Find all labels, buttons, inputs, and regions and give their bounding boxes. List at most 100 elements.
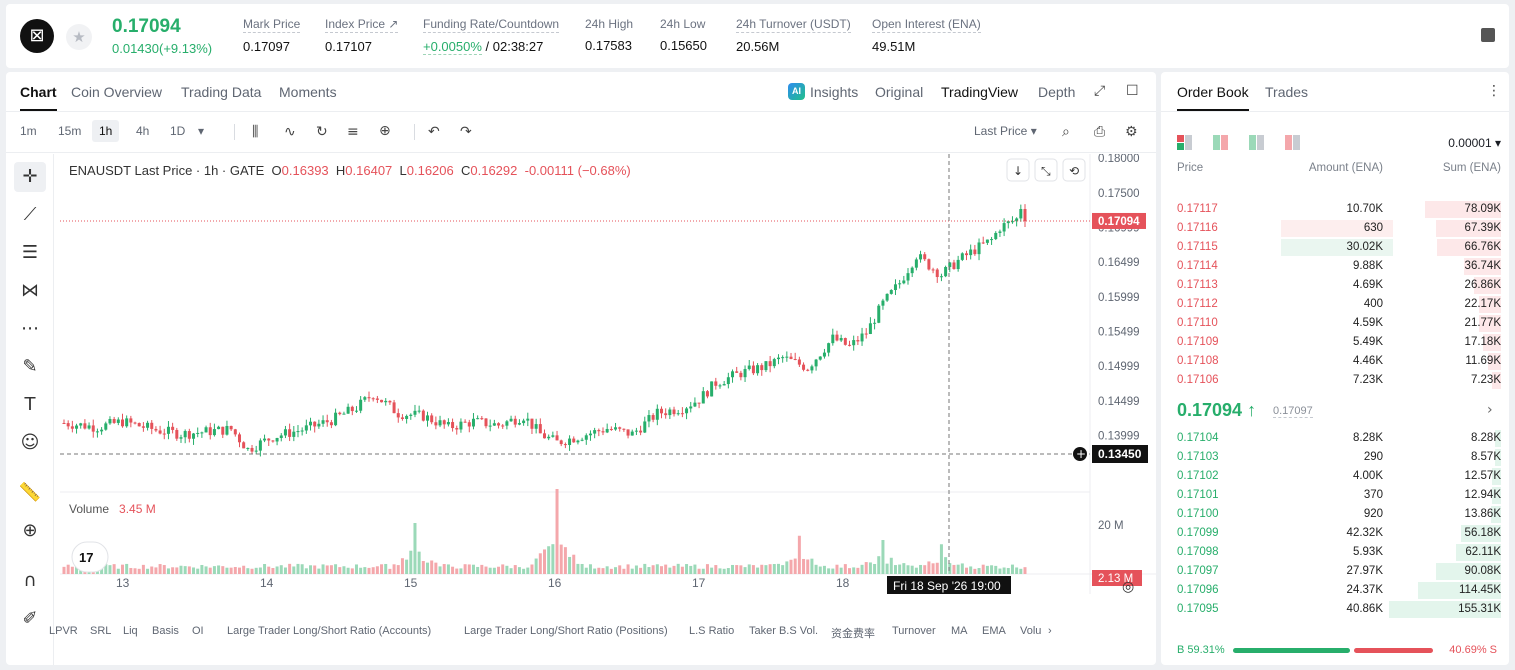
- interval-1h[interactable]: 1h: [92, 120, 120, 142]
- candle-type-icon[interactable]: ⫼: [252, 124, 259, 140]
- ask-row[interactable]: 0.17116 630 67.39K: [1161, 219, 1509, 238]
- crosshair-icon[interactable]: ✛: [14, 162, 46, 192]
- indicator-lpvr[interactable]: LPVR: [49, 625, 78, 637]
- bid-row[interactable]: 0.17095 40.86K 155.31K: [1161, 600, 1509, 619]
- brush-icon[interactable]: ✎: [22, 356, 38, 377]
- indicator-ls-positions[interactable]: Large Trader Long/Short Ratio (Positions…: [464, 625, 668, 637]
- candle-body: [392, 402, 396, 414]
- add-indicator-icon[interactable]: ⊕: [379, 123, 391, 139]
- bid-row[interactable]: 0.17100 920 13.86K: [1161, 505, 1509, 524]
- stat-24h-turnover[interactable]: 24h Turnover (USDT) 20.56M: [736, 17, 851, 54]
- stat-index-price[interactable]: Index Price ↗ 0.17107: [325, 17, 399, 54]
- indicator-taker-vol[interactable]: Taker B.S Vol.: [749, 625, 819, 637]
- candle-body: [325, 420, 329, 423]
- chevron-right-icon[interactable]: ›: [1487, 402, 1493, 418]
- indicator-turnover[interactable]: Turnover: [892, 625, 936, 637]
- bid-row[interactable]: 0.17101 370 12.94K: [1161, 486, 1509, 505]
- volume-bar: [271, 567, 275, 574]
- candle-body: [848, 344, 852, 346]
- ask-row[interactable]: 0.17109 5.49K 17.18K: [1161, 333, 1509, 352]
- view-depth[interactable]: Depth: [1038, 84, 1076, 100]
- bid-row[interactable]: 0.17097 27.97K 90.08K: [1161, 562, 1509, 581]
- expand-icon[interactable]: ⤢: [1094, 83, 1106, 99]
- horizontal-lines-icon[interactable]: ☰: [21, 242, 39, 263]
- ask-row[interactable]: 0.17113 4.69K 26.86K: [1161, 276, 1509, 295]
- candle-body: [835, 334, 839, 341]
- interval-1m[interactable]: 1m: [20, 124, 37, 138]
- interval-dropdown-icon[interactable]: ▾: [198, 124, 205, 138]
- view-tradingview[interactable]: TradingView: [941, 84, 1019, 100]
- tab-coin-overview[interactable]: Coin Overview: [71, 84, 163, 100]
- redo-icon[interactable]: ↷: [460, 124, 472, 140]
- view-insights[interactable]: Insights: [810, 84, 859, 100]
- tab-order-book[interactable]: Order Book: [1177, 84, 1249, 111]
- stat-funding-rate[interactable]: Funding Rate/Countdown +0.0050% / 02:38:…: [423, 17, 560, 55]
- ask-row[interactable]: 0.17115 30.02K 66.76K: [1161, 238, 1509, 257]
- volume-bar: [405, 559, 409, 574]
- indicator-ls-ratio[interactable]: L.S Ratio: [689, 625, 735, 637]
- indicator-basis[interactable]: Basis: [152, 625, 179, 637]
- fib-icon[interactable]: ⋯: [21, 318, 39, 339]
- stat-mark-price[interactable]: Mark Price 0.17097: [243, 17, 301, 54]
- ask-row[interactable]: 0.17108 4.46K 11.69K: [1161, 352, 1509, 371]
- indicator-liq[interactable]: Liq: [123, 625, 138, 637]
- price-type-select[interactable]: Last Price ▾: [974, 124, 1037, 138]
- stat-open-interest[interactable]: Open Interest (ENA) 49.51M: [872, 17, 981, 54]
- price-chart[interactable]: 0.180000.175000.169990.164990.159990.154…: [60, 154, 1156, 594]
- settings-gear-icon[interactable]: ⚙: [1125, 124, 1138, 140]
- indicator-funding-rate[interactable]: 资金费率: [831, 628, 875, 640]
- ask-row[interactable]: 0.17110 4.59K 21.77K: [1161, 314, 1509, 333]
- replay-icon[interactable]: ↻: [316, 124, 328, 140]
- text-icon[interactable]: T: [24, 394, 36, 415]
- search-icon[interactable]: ⌕: [1062, 124, 1070, 140]
- interval-1d[interactable]: 1D: [170, 124, 186, 138]
- bid-row[interactable]: 0.17103 290 8.57K: [1161, 448, 1509, 467]
- precision-select[interactable]: 0.00001 ▾: [1448, 136, 1501, 150]
- tab-trading-data[interactable]: Trading Data: [181, 84, 262, 100]
- template-icon[interactable]: ≡: [347, 124, 359, 140]
- pattern-icon[interactable]: ⋈: [21, 280, 39, 301]
- trend-line-icon[interactable]: ⟋: [23, 204, 37, 225]
- indicator-ls-accounts[interactable]: Large Trader Long/Short Ratio (Accounts): [227, 625, 432, 637]
- bid-row[interactable]: 0.17098 5.93K 62.11K: [1161, 543, 1509, 562]
- favorite-star-icon[interactable]: ★: [66, 24, 92, 50]
- undo-icon[interactable]: ↶: [428, 124, 440, 140]
- emoji-icon[interactable]: ☺: [20, 432, 40, 453]
- tab-moments[interactable]: Moments: [279, 84, 337, 100]
- interval-15m[interactable]: 15m: [58, 124, 82, 138]
- tab-trades[interactable]: Trades: [1265, 84, 1309, 100]
- bid-row[interactable]: 0.17099 42.32K 56.18K: [1161, 524, 1509, 543]
- bid-row[interactable]: 0.17104 8.28K 8.28K: [1161, 429, 1509, 448]
- volume-bar: [267, 566, 271, 574]
- indicator-ma[interactable]: MA: [951, 625, 968, 637]
- candle-body: [939, 276, 943, 278]
- indicator-volume[interactable]: Volu: [1020, 625, 1042, 637]
- tab-chart[interactable]: Chart: [20, 84, 57, 111]
- ask-row[interactable]: 0.17117 10.70K 78.09K: [1161, 200, 1509, 219]
- window-icon[interactable]: ☐: [1126, 83, 1139, 99]
- ask-row[interactable]: 0.17114 9.88K 36.74K: [1161, 257, 1509, 276]
- magnet-icon[interactable]: ∩: [23, 570, 37, 591]
- indicator-oi[interactable]: OI: [192, 625, 204, 637]
- interval-4h[interactable]: 4h: [136, 124, 150, 138]
- ask-row[interactable]: 0.17106 7.23K 7.23K: [1161, 371, 1509, 390]
- book-layout-icons[interactable]: [1177, 134, 1317, 152]
- candle-body: [910, 267, 914, 274]
- camera-icon[interactable]: ⎙: [1094, 124, 1106, 140]
- ask-row[interactable]: 0.17112 400 22.17K: [1161, 295, 1509, 314]
- bid-row[interactable]: 0.17102 4.00K 12.57K: [1161, 467, 1509, 486]
- chevron-right-icon[interactable]: ›: [1048, 625, 1052, 637]
- ruler-icon[interactable]: 📏: [18, 482, 42, 503]
- indicator-srl[interactable]: SRL: [90, 625, 112, 637]
- candle-body: [793, 358, 797, 360]
- indicators-icon[interactable]: ∿: [284, 124, 296, 140]
- book-icon[interactable]: [1481, 28, 1495, 42]
- order-amount: 7.23K: [1352, 374, 1383, 386]
- pencil-lock-icon[interactable]: ✐: [22, 608, 38, 629]
- more-icon[interactable]: ⋮: [1487, 83, 1501, 99]
- volume-bar: [434, 562, 438, 574]
- zoom-in-icon[interactable]: ⊕: [22, 520, 38, 541]
- indicator-ema[interactable]: EMA: [982, 625, 1006, 637]
- view-original[interactable]: Original: [875, 84, 924, 100]
- bid-row[interactable]: 0.17096 24.37K 114.45K: [1161, 581, 1509, 600]
